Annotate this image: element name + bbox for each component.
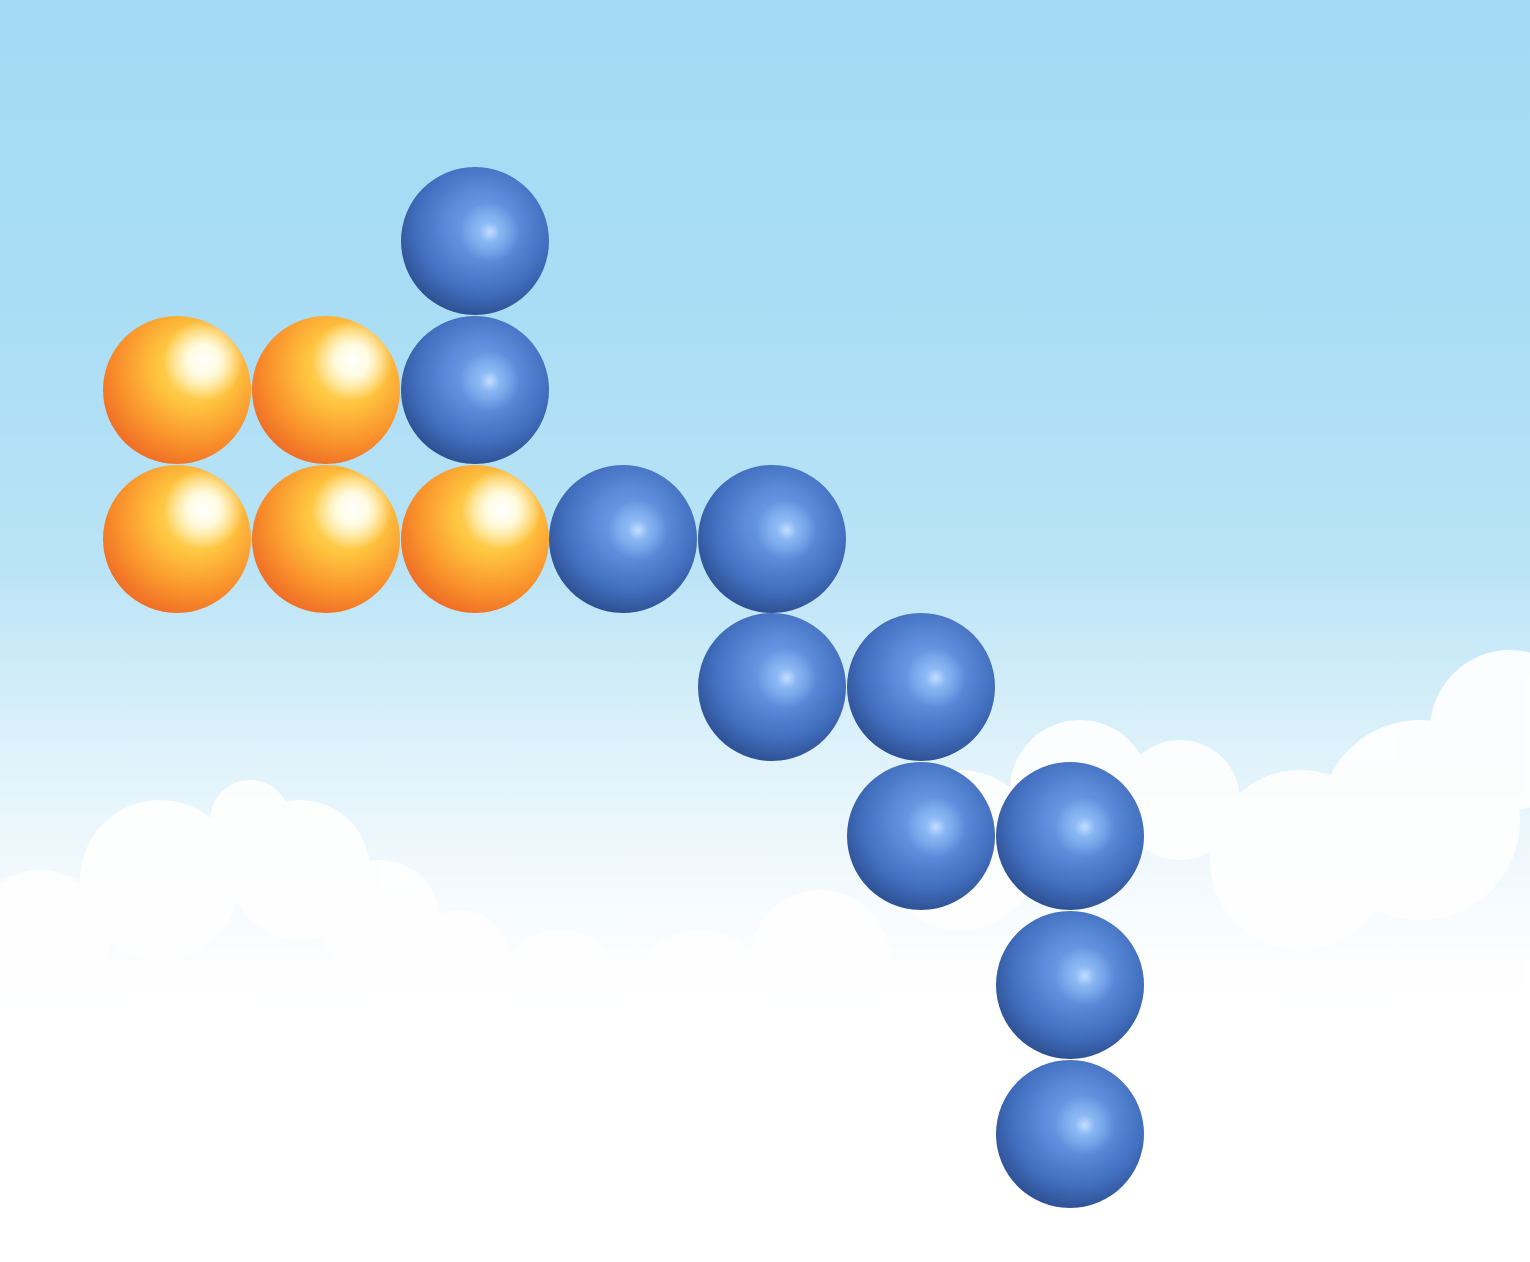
orange-ball[interactable] xyxy=(251,464,400,613)
orange-ball[interactable] xyxy=(251,315,400,464)
blue-ball[interactable] xyxy=(400,167,549,315)
blue-ball[interactable] xyxy=(847,762,995,911)
blue-ball[interactable] xyxy=(549,464,698,613)
blue-ball[interactable] xyxy=(995,1059,1144,1208)
orange-ball[interactable] xyxy=(103,464,251,613)
blue-ball[interactable] xyxy=(847,613,995,762)
blue-ball[interactable] xyxy=(995,762,1144,911)
blue-ball[interactable] xyxy=(698,464,847,613)
orange-ball[interactable] xyxy=(400,464,549,613)
blue-ball[interactable] xyxy=(400,315,549,464)
orange-ball[interactable] xyxy=(103,315,251,464)
blue-ball[interactable] xyxy=(995,911,1144,1059)
blue-ball[interactable] xyxy=(698,613,847,762)
